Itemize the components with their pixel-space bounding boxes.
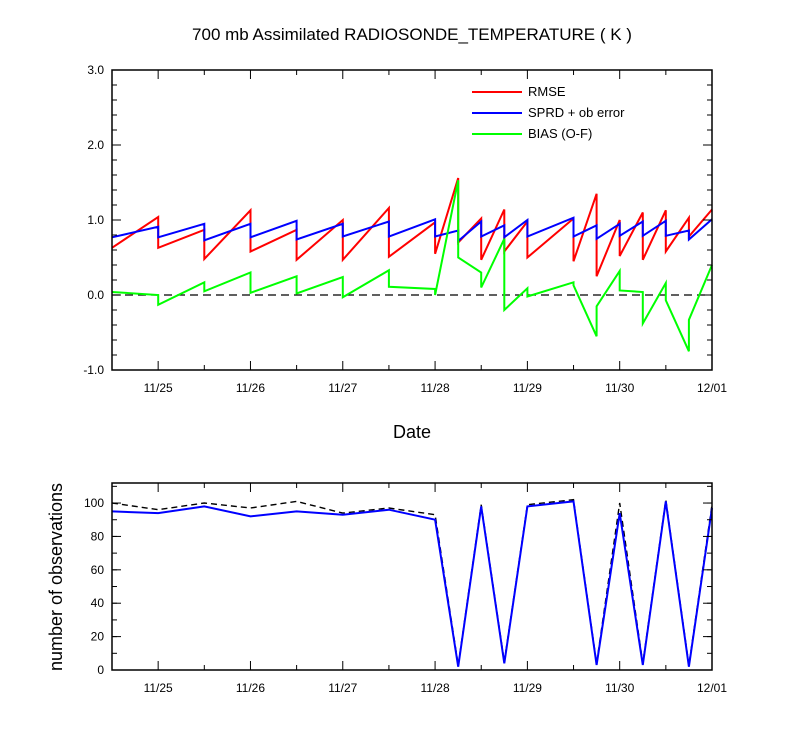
x-tick-label: 11/27 — [328, 681, 357, 695]
x-tick-label: 11/28 — [421, 381, 450, 395]
x-tick-label: 12/01 — [697, 681, 727, 695]
y-tick-label: 1.0 — [87, 213, 104, 227]
series-line-1 — [111, 500, 713, 667]
observation-count-chart: 11/25 11/26 11/27 11/28 11/29 11/30 12/01 0 20 40… — [46, 482, 727, 695]
x-tick-label: 11/25 — [144, 381, 173, 395]
y-tick-label: 2.0 — [87, 138, 104, 152]
series-line-1 — [111, 216, 713, 244]
y-tick-label: 60 — [91, 563, 105, 577]
x-tick-label: 11/29 — [513, 381, 542, 395]
x-tick-label: 11/25 — [144, 681, 173, 695]
legend-label-2: BIAS (O-F) — [528, 126, 592, 141]
y-tick-label: 20 — [91, 630, 105, 644]
x-tick-label: 11/29 — [513, 681, 542, 695]
y-tick-label: 100 — [84, 496, 104, 510]
x-tick-label: 11/26 — [236, 381, 265, 395]
y-tick-label: -1.0 — [83, 363, 104, 377]
y-tick-label: 0.0 — [87, 288, 104, 302]
x-tick-label: 11/30 — [605, 381, 634, 395]
y-tick-label: 0 — [97, 663, 104, 677]
series-line-2 — [111, 180, 713, 352]
legend: RMSE SPRD + ob error BIAS (O-F) — [472, 84, 625, 141]
rmse-spread-bias-chart: 700 mb Assimilated RADIOSONDE_TEMPERATUR… — [83, 25, 727, 442]
x-tick-label: 11/27 — [328, 381, 357, 395]
x-tick-label: 12/01 — [697, 381, 727, 395]
plot-frame — [111, 482, 713, 671]
y-tick-label: 3.0 — [87, 63, 104, 77]
legend-label-0: RMSE — [528, 84, 566, 99]
y-axis-title: number of observations — [46, 483, 66, 671]
y-tick-label: 80 — [91, 529, 105, 543]
x-tick-label: 11/30 — [605, 681, 634, 695]
legend-label-1: SPRD + ob error — [528, 105, 625, 120]
y-tick-label: 40 — [91, 596, 105, 610]
chart-title: 700 mb Assimilated RADIOSONDE_TEMPERATUR… — [192, 25, 632, 44]
x-axis-title: Date — [393, 422, 431, 442]
x-tick-label: 11/28 — [421, 681, 450, 695]
x-tick-label: 11/26 — [236, 681, 265, 695]
